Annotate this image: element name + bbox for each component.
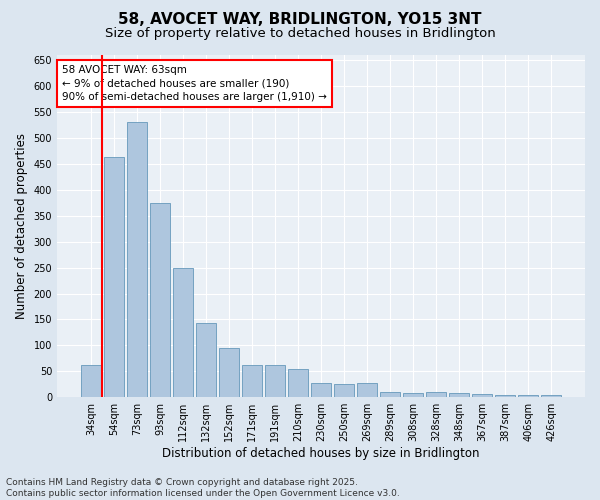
Bar (265, 364, 285, 397)
Bar (242, 364, 262, 397)
Bar (357, 382, 377, 397)
Text: 58, AVOCET WAY, BRIDLINGTON, YO15 3NT: 58, AVOCET WAY, BRIDLINGTON, YO15 3NT (118, 12, 482, 28)
Bar (104, 157, 124, 397)
Bar (518, 394, 538, 397)
Text: 58 AVOCET WAY: 63sqm
← 9% of detached houses are smaller (190)
90% of semi-detac: 58 AVOCET WAY: 63sqm ← 9% of detached ho… (62, 66, 327, 102)
Y-axis label: Number of detached properties: Number of detached properties (15, 133, 28, 319)
Bar (81, 364, 101, 397)
Bar (541, 395, 561, 397)
Bar (219, 348, 239, 397)
Bar (173, 268, 193, 397)
Bar (496, 394, 515, 397)
Bar (311, 382, 331, 397)
Bar (127, 122, 146, 397)
Bar (380, 392, 400, 397)
Bar (196, 323, 216, 397)
Bar (427, 392, 446, 397)
Bar (449, 393, 469, 397)
Bar (288, 368, 308, 397)
Bar (472, 394, 492, 397)
Bar (334, 384, 354, 397)
Bar (150, 203, 170, 397)
X-axis label: Distribution of detached houses by size in Bridlington: Distribution of detached houses by size … (162, 447, 480, 460)
Text: Size of property relative to detached houses in Bridlington: Size of property relative to detached ho… (104, 28, 496, 40)
Bar (403, 393, 423, 397)
Text: Contains HM Land Registry data © Crown copyright and database right 2025.
Contai: Contains HM Land Registry data © Crown c… (6, 478, 400, 498)
